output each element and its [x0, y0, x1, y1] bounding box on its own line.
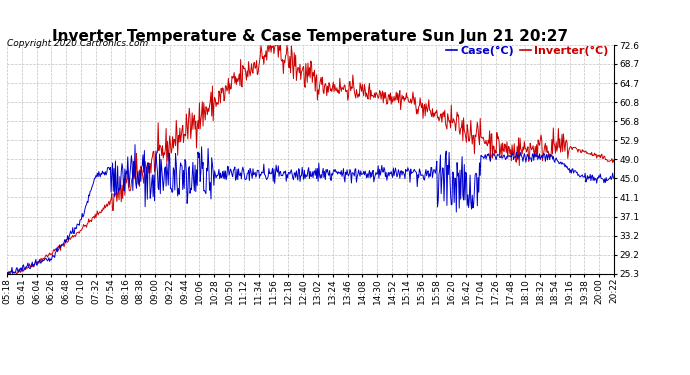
Title: Inverter Temperature & Case Temperature Sun Jun 21 20:27: Inverter Temperature & Case Temperature … [52, 29, 569, 44]
Text: Copyright 2020 Cartronics.com: Copyright 2020 Cartronics.com [7, 39, 148, 48]
Legend: Case(°C), Inverter(°C): Case(°C), Inverter(°C) [446, 46, 609, 56]
